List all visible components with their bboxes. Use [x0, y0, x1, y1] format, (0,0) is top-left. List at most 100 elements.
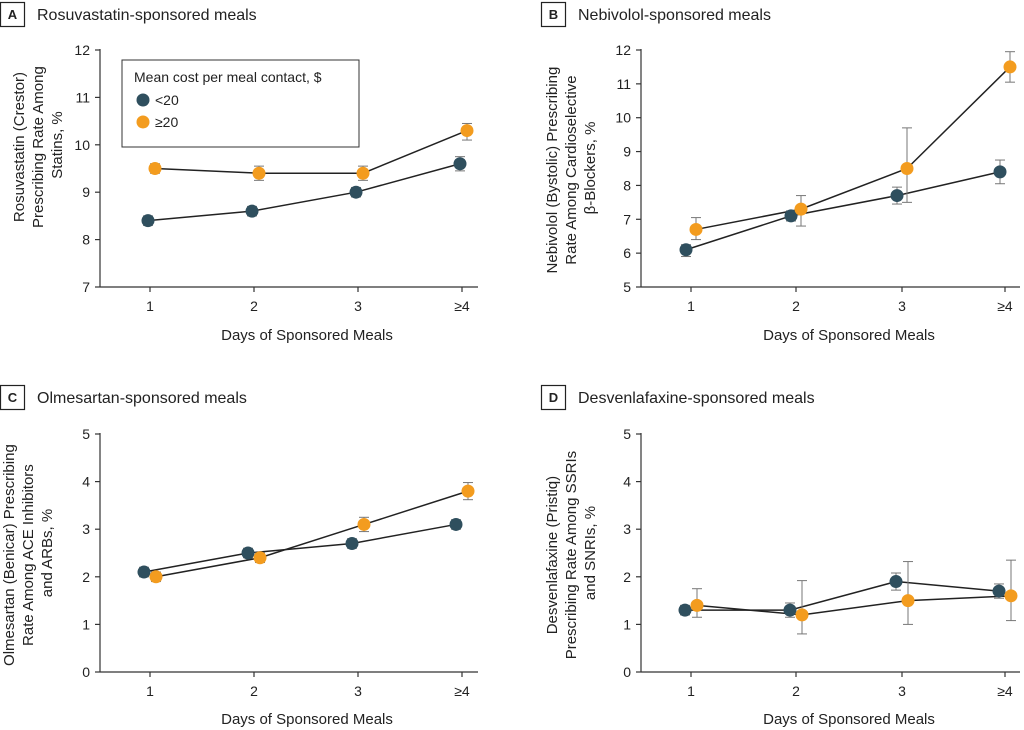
panel-a-xlabel: Days of Sponsored Meals — [221, 327, 393, 344]
panel-b-x-tick-label: 2 — [792, 298, 800, 314]
panel-b-point-lt20 — [784, 209, 798, 223]
panel-b-point-ge20 — [794, 202, 808, 216]
panel-b-series-line-lt20 — [685, 171, 1001, 251]
panel-d-point-lt20 — [992, 584, 1006, 598]
panel-d-x-tick-label: 1 — [687, 683, 695, 699]
panel-c-point-ge20 — [149, 570, 163, 584]
panel-b-x-tick-label: 1 — [687, 298, 695, 314]
panel-d-letter-box — [540, 384, 567, 411]
panel-d-point-lt20 — [783, 603, 797, 617]
panel-c-xlabel: Days of Sponsored Meals — [221, 711, 393, 728]
panel-d-point-ge20 — [1004, 589, 1018, 603]
panel-c-ylabel: Olmesartan (Benicar) Prescribing Rate Am… — [1, 440, 56, 666]
panel-a-point-lt20 — [453, 157, 467, 171]
panel-d-series-line-lt20 — [685, 580, 1000, 611]
panel-d-x-tick-label: 2 — [792, 683, 800, 699]
panel-b-y-tick-label: 8 — [623, 177, 631, 193]
panel-c-x-tick-label: 2 — [250, 683, 258, 699]
panel-a-ylabel: Rosuvastatin (Crestor) Prescribing Rate … — [11, 62, 66, 228]
panel-d-y-tick-label: 3 — [623, 521, 631, 537]
panel-a-point-ge20 — [356, 166, 370, 180]
panel-d-ylabel: Desvenlafaxine (Pristiq) Prescribing Rat… — [544, 447, 599, 660]
panel-b-letter-box — [540, 1, 567, 28]
panel-c-x-tick-label: ≥4 — [454, 683, 470, 699]
panel-d-point-lt20 — [678, 603, 692, 617]
panel-c-y-tick-label: 5 — [82, 426, 90, 442]
legend-title: Mean cost per meal contact, $ — [134, 69, 322, 85]
panel-b-xlabel: Days of Sponsored Meals — [763, 327, 935, 344]
panel-a-y-tick-label: 8 — [82, 232, 90, 248]
panel-b-y-tick-label: 6 — [623, 245, 631, 261]
panel-b-y-tick-label: 7 — [623, 211, 631, 227]
panel-a-point-lt20 — [245, 204, 259, 218]
panel-d-series-line-ge20 — [696, 595, 1012, 616]
panel-d-point-ge20 — [690, 598, 704, 612]
panel-a-y-tick-label: 12 — [74, 42, 90, 58]
panel-a-series-line-lt20 — [147, 163, 461, 222]
panel-c-y-tick-label: 1 — [82, 616, 90, 632]
panel-d-y-tick-label: 5 — [623, 426, 631, 442]
panel-b-title: Nebivolol-sponsored meals — [578, 7, 771, 24]
panel-b-y-tick-label: 5 — [623, 279, 631, 295]
panel-c-letter: C — [8, 390, 18, 405]
panel-c-y-tick-label: 3 — [82, 521, 90, 537]
panel-c-point-lt20 — [241, 546, 255, 560]
panel-a-letter-box — [0, 1, 26, 28]
panel-d-x-tick-label: 3 — [898, 683, 906, 699]
panel-a-title: Rosuvastatin-sponsored meals — [37, 7, 257, 24]
panel-b: B Nebivolol-sponsored meals Nebivolol (B… — [540, 1, 1020, 344]
panel-d-y-tick-label: 1 — [623, 616, 631, 632]
panel-c-series-line-ge20 — [155, 490, 469, 578]
panel-c-point-ge20 — [253, 551, 267, 565]
panel-a-y-tick-label: 11 — [75, 89, 90, 105]
panel-c-y-tick-label: 4 — [82, 474, 90, 490]
panel-a-x-tick-label: 2 — [250, 298, 258, 314]
legend: Mean cost per meal contact, $ <20 ≥20 — [121, 59, 360, 148]
panel-b-point-ge20 — [689, 222, 703, 236]
panel-d-x-tick-label: ≥4 — [997, 683, 1013, 699]
panel-b-y-tick-label: 10 — [615, 110, 631, 126]
panel-c: C Olmesartan-sponsored meals Olmesartan … — [0, 384, 478, 728]
panel-c-title: Olmesartan-sponsored meals — [37, 390, 247, 407]
panel-a-series-line-ge20 — [154, 129, 468, 174]
panel-c-point-lt20 — [449, 517, 463, 531]
panel-d-point-ge20 — [901, 594, 915, 608]
panel-a-x-tick-label: 3 — [354, 298, 362, 314]
panel-c-x-tick-label: 3 — [354, 683, 362, 699]
panel-a-y-tick-label: 10 — [74, 137, 90, 153]
panel-b-point-lt20 — [890, 189, 904, 203]
panel-a-y-tick-label: 7 — [82, 279, 90, 295]
panel-d: D Desvenlafaxine-sponsored meals Desvenl… — [540, 384, 1020, 728]
panel-b-y-tick-label: 12 — [615, 42, 631, 58]
legend-label-lt20: <20 — [155, 92, 179, 108]
panel-d-point-lt20 — [889, 575, 903, 589]
panel-c-point-ge20 — [461, 484, 475, 498]
panel-a-x-tick-label: 1 — [146, 298, 154, 314]
panel-a-point-ge20 — [148, 162, 162, 175]
panel-c-plot: 0 1 2 3 4 5 1 2 3 ≥4 — [82, 426, 478, 699]
panel-b-letter: B — [549, 7, 558, 22]
panel-b-ylabel: Nebivolol (Bystolic) Prescribing Rate Am… — [544, 63, 599, 274]
panel-c-y-tick-label: 2 — [82, 569, 90, 585]
panel-b-point-lt20 — [679, 243, 693, 257]
panel-a-point-lt20 — [141, 214, 155, 228]
panel-d-letter: D — [549, 390, 558, 405]
panel-c-y-tick-label: 0 — [82, 664, 90, 680]
panel-d-plot: 0 1 2 3 4 5 1 2 3 ≥4 — [623, 426, 1020, 699]
panel-a-y-tick-label: 9 — [82, 184, 90, 200]
panel-d-y-tick-label: 2 — [623, 569, 631, 585]
panel-b-x-tick-label: 3 — [898, 298, 906, 314]
panel-c-point-lt20 — [137, 565, 151, 579]
panel-b-point-lt20 — [993, 165, 1007, 179]
panel-b-point-ge20 — [900, 162, 914, 175]
panel-a-point-lt20 — [349, 185, 363, 199]
panel-c-x-tick-label: 1 — [146, 683, 154, 699]
legend-marker-lt20 — [136, 93, 150, 107]
legend-box — [121, 59, 360, 148]
panel-d-y-tick-label: 4 — [623, 474, 631, 490]
panel-c-letter-box — [0, 384, 26, 411]
panel-c-point-ge20 — [357, 517, 371, 531]
